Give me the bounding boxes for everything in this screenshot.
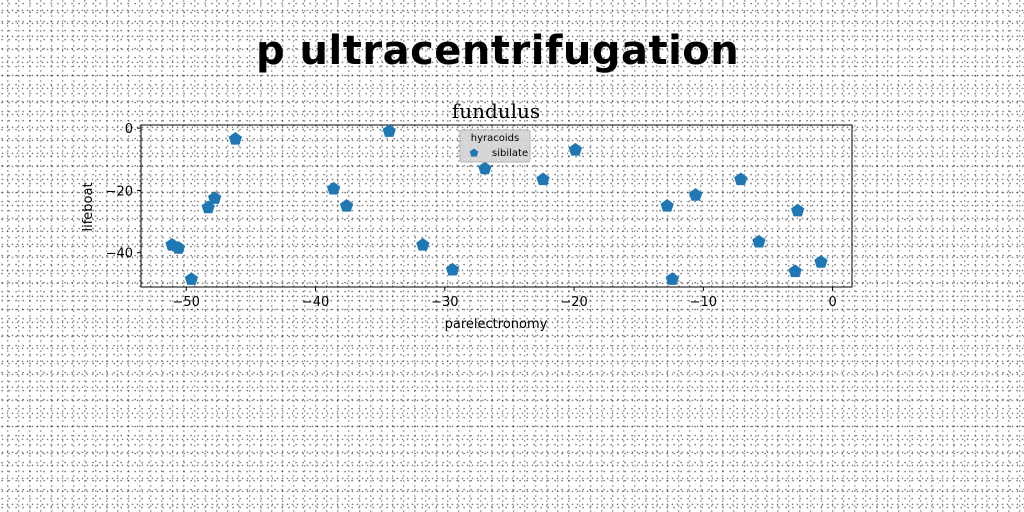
legend-title: hyracoids [471,133,519,144]
data-point [445,262,460,276]
data-point [791,203,805,217]
data-point [788,264,802,278]
data-point [171,241,186,254]
x-tick-label: −30 [431,295,458,310]
x-axis-label: parelectronomy [445,317,548,332]
data-point [416,237,430,251]
data-point [326,181,341,195]
axes: −50 −40 −30 −20 −10 0 0 −20 −40 [106,122,853,310]
chart-title: fundulus [452,99,540,123]
x-tick-label: −50 [173,295,200,310]
data-point [568,142,583,156]
data-points [165,124,828,285]
y-tick-label: −40 [106,247,133,262]
data-point [665,272,679,285]
x-tick-label: 0 [828,295,836,310]
x-tick-label: −20 [560,295,587,310]
data-point [752,234,766,248]
data-point [478,161,492,175]
plot-frame [140,124,853,288]
data-point [184,272,199,285]
y-axis-label: lifeboat [81,182,96,231]
legend: hyracoids sibilate [459,129,531,163]
legend-label: sibilate [492,148,528,159]
data-point [228,132,243,145]
data-point [734,172,748,186]
legend-marker [469,148,479,157]
data-point [382,124,396,137]
data-point [660,199,674,212]
data-point [814,255,828,268]
data-point [536,172,550,186]
x-tick-label: −10 [690,295,717,310]
y-tick-label: −20 [106,184,133,199]
y-tick-label: 0 [125,122,133,137]
page-title: p ultracentrifugation [256,28,740,74]
data-point [688,188,703,201]
x-tick-label: −40 [302,295,329,310]
data-point [208,191,222,204]
data-point [339,199,354,212]
